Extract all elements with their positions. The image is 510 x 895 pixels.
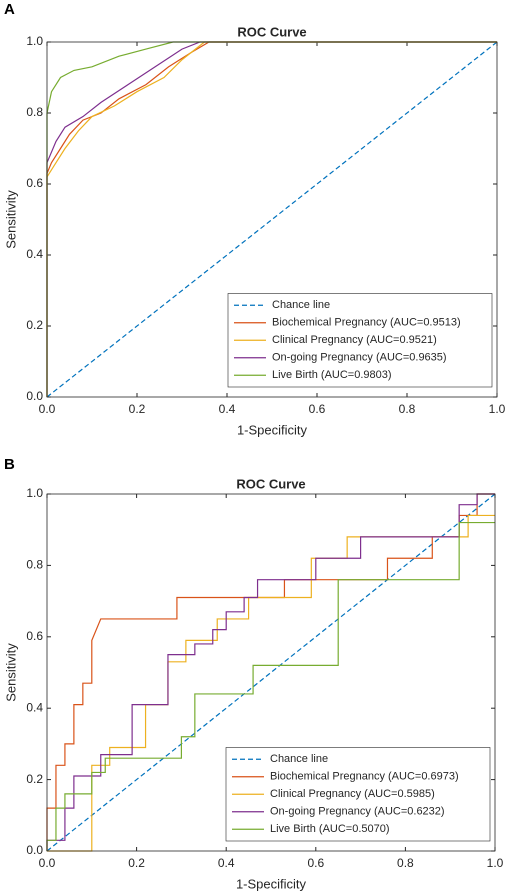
legend-label: On-going Pregnancy (AUC=0.9635) [272, 352, 447, 364]
x-tick-label: 0.0 [39, 856, 56, 870]
x-tick-label: 0.4 [218, 856, 235, 870]
roc-line [46, 41, 497, 397]
legend-label: Chance line [272, 299, 330, 311]
x-tick-label: 0.8 [397, 856, 414, 870]
axes-box [46, 41, 498, 398]
x-tick-label: 0.2 [129, 402, 146, 416]
panel-label: A [4, 1, 15, 18]
y-tick-label: 0.6 [26, 176, 43, 190]
y-tick-label: 0.4 [26, 700, 43, 714]
y-tick-label: 0.6 [26, 629, 43, 643]
y-axis-label: Sensitivity [3, 643, 18, 702]
roc-line [46, 493, 495, 851]
legend-box [227, 293, 493, 388]
y-tick-label: 0.2 [26, 318, 43, 332]
chart-title: ROC Curve [237, 24, 306, 39]
roc-line [46, 41, 497, 397]
y-tick-label: 0.8 [26, 558, 43, 572]
roc-line [46, 521, 495, 851]
chart-title: ROC Curve [236, 476, 305, 491]
roc-line [46, 41, 497, 397]
legend-label: Clinical Pregnancy (AUC=0.5985) [270, 788, 435, 800]
x-axis-label: 1-Specificity [237, 422, 308, 437]
y-tick-label: 1.0 [26, 486, 43, 500]
legend-label: Live Birth (AUC=0.9803) [272, 369, 392, 381]
x-tick-label: 0.0 [39, 402, 56, 416]
x-tick-label: 1.0 [489, 402, 506, 416]
x-tick-label: 0.6 [307, 856, 324, 870]
y-tick-label: 1.0 [26, 34, 43, 48]
legend-label: Biochemical Pregnancy (AUC=0.6973) [270, 771, 459, 783]
y-tick-label: 0.8 [26, 105, 43, 119]
x-tick-label: 0.2 [128, 856, 145, 870]
roc-line [47, 514, 495, 852]
x-tick-label: 0.4 [219, 402, 236, 416]
panel: B ROC Curve 0.0 0.2 0.4 0.6 0.8 1.0 0.0 0.2 0.4 0.6… [3, 456, 503, 891]
y-tick-label: 0.2 [26, 772, 43, 786]
panel-label: B [4, 456, 15, 473]
legend-label: Live Birth (AUC=0.5070) [270, 823, 390, 835]
y-tick-label: 0.0 [26, 389, 43, 403]
x-tick-label: 1.0 [487, 856, 504, 870]
y-axis-label: Sensitivity [3, 190, 18, 249]
y-tick-label: 0.4 [26, 247, 43, 261]
legend-label: Chance line [270, 753, 328, 765]
y-tick-label: 0.0 [26, 843, 43, 857]
x-axis-label: 1-Specificity [236, 876, 307, 891]
x-tick-label: 0.8 [399, 402, 416, 416]
legend-label: Clinical Pregnancy (AUC=0.9521) [272, 334, 437, 346]
x-tick-label: 0.6 [309, 402, 326, 416]
legend-label: On-going Pregnancy (AUC=0.6232) [270, 806, 445, 818]
legend-box [225, 747, 491, 842]
panel: A ROC Curve 0.0 0.2 0.4 0.6 0.8 1.0 0.0 0.2 0.4 0.6… [3, 1, 505, 437]
legend-label: Biochemical Pregnancy (AUC=0.9513) [272, 317, 461, 329]
axes-box [46, 493, 496, 852]
